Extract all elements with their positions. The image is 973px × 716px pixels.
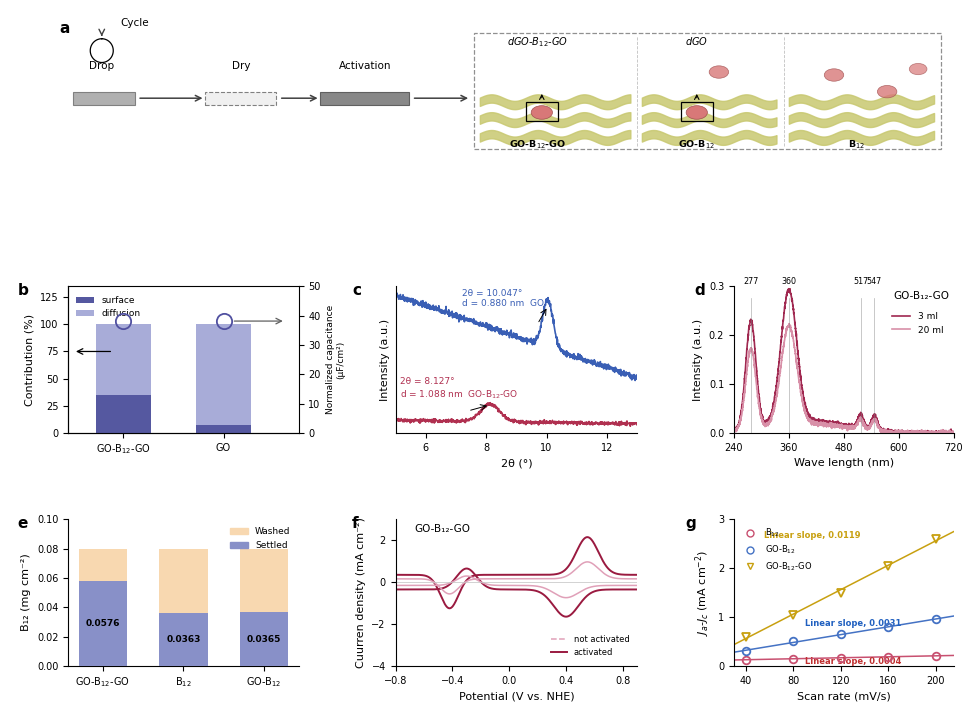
Legend: 3 ml, 20 ml: 3 ml, 20 ml — [888, 309, 947, 338]
Text: 517: 517 — [853, 277, 868, 286]
FancyBboxPatch shape — [320, 92, 409, 105]
3 ml — [835, 421, 847, 430]
Text: $d$GO: $d$GO — [685, 35, 708, 47]
Text: c: c — [352, 284, 361, 299]
Bar — [79, 548, 126, 581]
3 ml — [783, 284, 795, 293]
Text: 360: 360 — [781, 277, 796, 286]
Ellipse shape — [686, 106, 707, 120]
Ellipse shape — [531, 106, 553, 120]
20 ml — [728, 427, 739, 435]
Text: b: b — [18, 284, 28, 299]
20 ml — [829, 423, 841, 432]
Text: 2θ = 8.127°
d = 1.088 nm  GO-B$_{12}$-GO: 2θ = 8.127° d = 1.088 nm GO-B$_{12}$-GO — [400, 377, 519, 401]
Text: Linear slope, 0.0004: Linear slope, 0.0004 — [806, 657, 902, 667]
Text: e: e — [18, 516, 28, 531]
Text: Dry: Dry — [232, 61, 250, 71]
FancyBboxPatch shape — [73, 92, 134, 105]
Y-axis label: Intensity (a.u.): Intensity (a.u.) — [694, 319, 703, 401]
Line: 3 ml: 3 ml — [734, 289, 954, 433]
3 ml — [739, 369, 751, 377]
Text: 0.0576: 0.0576 — [86, 619, 120, 628]
Text: GO-B₁₂-GO: GO-B₁₂-GO — [414, 523, 471, 533]
Text: 2θ = 10.047°
d = 0.880 nm  GO: 2θ = 10.047° d = 0.880 nm GO — [462, 289, 544, 309]
Text: f: f — [352, 516, 359, 531]
Text: Linear slope, 0.0031: Linear slope, 0.0031 — [806, 619, 902, 628]
Legend: B$_{12}$, GO-B$_{12}$, GO-B$_{12}$-GO: B$_{12}$, GO-B$_{12}$, GO-B$_{12}$-GO — [739, 523, 815, 576]
3 ml — [829, 419, 841, 427]
Text: Cycle: Cycle — [121, 18, 149, 28]
Text: Activation: Activation — [339, 61, 391, 71]
Text: GO-B₁₂-GO: GO-B₁₂-GO — [893, 291, 949, 301]
Bar — [95, 395, 151, 433]
3 ml — [942, 428, 954, 437]
20 ml — [948, 429, 959, 437]
20 ml — [942, 429, 954, 437]
Text: B$_{12}$: B$_{12}$ — [847, 139, 865, 151]
Text: g: g — [686, 516, 697, 531]
Line: 20 ml: 20 ml — [734, 324, 954, 433]
Bar — [239, 612, 288, 666]
Bar — [196, 324, 251, 425]
Y-axis label: B₁₂ (mg cm⁻²): B₁₂ (mg cm⁻²) — [21, 553, 31, 632]
Bar — [239, 548, 288, 612]
Bar — [474, 34, 941, 150]
Text: a: a — [59, 21, 70, 37]
20 ml — [835, 423, 847, 432]
20 ml — [942, 429, 954, 437]
Text: d: d — [695, 284, 705, 299]
Bar — [160, 613, 207, 666]
X-axis label: 2θ (°): 2θ (°) — [500, 458, 532, 468]
20 ml — [739, 382, 751, 390]
Legend: not activated, activated: not activated, activated — [547, 632, 632, 660]
Y-axis label: $J_a$-$J_c$ (mA cm$^{-2}$): $J_a$-$J_c$ (mA cm$^{-2}$) — [694, 549, 712, 636]
Bar — [160, 548, 207, 613]
Text: Drop: Drop — [90, 61, 114, 71]
3 ml — [948, 428, 959, 437]
Ellipse shape — [824, 69, 844, 81]
20 ml — [783, 319, 795, 328]
Ellipse shape — [878, 85, 897, 98]
Bar — [525, 102, 558, 122]
Text: Linear slope, 0.0119: Linear slope, 0.0119 — [764, 531, 860, 540]
Y-axis label: Normalized capacitance
(μF/cm²): Normalized capacitance (μF/cm²) — [326, 305, 345, 415]
Text: 547: 547 — [867, 277, 882, 286]
Text: 277: 277 — [743, 277, 759, 286]
3 ml — [942, 428, 954, 437]
Text: $d$GO-B$_{12}$-GO: $d$GO-B$_{12}$-GO — [507, 35, 568, 49]
Y-axis label: Intensity (a.u.): Intensity (a.u.) — [380, 319, 390, 401]
X-axis label: Scan rate (mV/s): Scan rate (mV/s) — [797, 691, 890, 701]
20 ml — [878, 429, 889, 437]
Legend: surface, diffusion: surface, diffusion — [73, 292, 144, 322]
Bar — [681, 102, 712, 122]
3 ml — [901, 428, 913, 437]
X-axis label: Wave length (nm): Wave length (nm) — [794, 458, 894, 468]
Text: GO-B$_{12}$-GO: GO-B$_{12}$-GO — [509, 139, 566, 151]
Text: 0.0363: 0.0363 — [166, 635, 200, 644]
FancyBboxPatch shape — [205, 92, 276, 105]
Legend: Washed, Settled: Washed, Settled — [226, 524, 294, 553]
3 ml — [728, 426, 739, 435]
X-axis label: Potential (V vs. NHE): Potential (V vs. NHE) — [458, 691, 574, 701]
Text: 0.0365: 0.0365 — [247, 634, 281, 644]
Text: GO-B$_{12}$: GO-B$_{12}$ — [678, 139, 715, 151]
20 ml — [901, 427, 913, 436]
3 ml — [876, 429, 887, 437]
Ellipse shape — [910, 64, 927, 74]
Ellipse shape — [709, 66, 729, 78]
Y-axis label: Contribution (%): Contribution (%) — [24, 314, 34, 406]
Bar — [196, 425, 251, 433]
Y-axis label: Cuurren density (mA cm⁻²): Cuurren density (mA cm⁻²) — [356, 517, 366, 668]
Bar — [95, 324, 151, 395]
Bar — [79, 581, 126, 666]
